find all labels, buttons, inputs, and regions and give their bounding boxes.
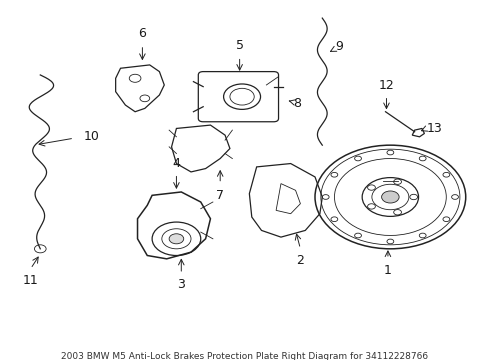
Text: 2003 BMW M5 Anti-Lock Brakes Protection Plate Right Diagram for 34112228766: 2003 BMW M5 Anti-Lock Brakes Protection … bbox=[61, 352, 427, 360]
Text: 5: 5 bbox=[235, 39, 243, 51]
Text: 2: 2 bbox=[296, 254, 304, 267]
Text: 9: 9 bbox=[335, 40, 343, 53]
FancyBboxPatch shape bbox=[198, 72, 278, 122]
Circle shape bbox=[381, 191, 398, 203]
Text: 1: 1 bbox=[383, 264, 391, 277]
Text: 11: 11 bbox=[22, 274, 39, 287]
Text: 12: 12 bbox=[378, 79, 393, 92]
Text: 7: 7 bbox=[216, 189, 224, 202]
Circle shape bbox=[169, 234, 183, 244]
Text: 10: 10 bbox=[84, 130, 100, 143]
Text: 13: 13 bbox=[426, 122, 442, 135]
Text: 8: 8 bbox=[292, 97, 301, 110]
Text: 4: 4 bbox=[172, 157, 180, 170]
Text: 3: 3 bbox=[177, 278, 185, 291]
Text: 6: 6 bbox=[138, 27, 146, 40]
